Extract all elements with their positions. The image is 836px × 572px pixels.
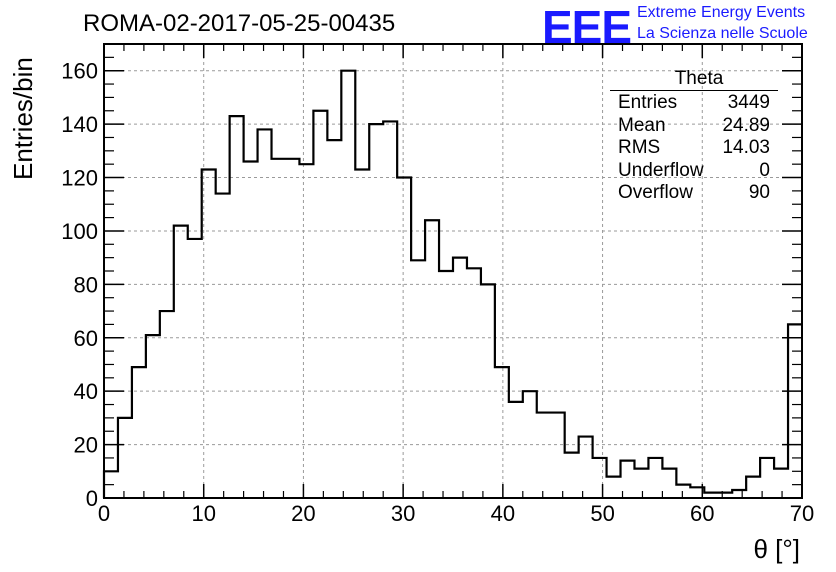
stats-label: Entries	[618, 92, 678, 113]
stats-value: 24.89	[722, 114, 770, 136]
y-tick-label: 100	[61, 219, 98, 244]
histogram-bin	[760, 458, 774, 498]
histogram-bin	[188, 239, 202, 498]
histogram-bin	[397, 178, 411, 498]
histogram-bin	[481, 284, 495, 498]
histogram-bin	[565, 453, 579, 498]
histogram-bin	[160, 311, 174, 498]
stats-label: RMS	[618, 137, 661, 158]
histogram-bin	[216, 194, 230, 498]
y-tick-label: 60	[74, 326, 98, 351]
histogram-bin	[648, 458, 662, 498]
histogram-bin	[285, 159, 299, 498]
stats-label: Underflow	[618, 159, 704, 181]
histogram-bin	[621, 461, 635, 498]
chart-title: ROMA-02-2017-05-25-00435	[83, 10, 396, 37]
y-tick-label: 0	[86, 486, 98, 511]
stats-box: Theta Entries 3449 Mean 24.89 RMS 14.03 …	[610, 68, 778, 205]
stats-value: 14.03	[722, 137, 770, 158]
histogram-bin	[146, 335, 160, 498]
histogram-bin	[523, 391, 537, 498]
histogram-bin	[690, 487, 704, 498]
histogram-bin	[355, 170, 369, 498]
histogram-bin	[202, 170, 216, 498]
y-axis-label: Entries/bin	[8, 57, 38, 180]
histogram-bin	[579, 437, 593, 498]
x-tick-label: 60	[690, 501, 714, 526]
histogram-outline	[102, 69, 802, 498]
grid-lines	[104, 44, 802, 498]
stats-row-underflow: Underflow 0	[610, 160, 778, 183]
histogram-bin	[676, 485, 690, 498]
histogram-bin	[341, 71, 355, 498]
histogram-bin	[607, 477, 621, 498]
histogram-series	[102, 69, 802, 498]
stats-value: 90	[748, 182, 770, 203]
stats-label: Mean	[618, 114, 666, 136]
histogram-bin	[411, 260, 425, 498]
stats-value: 3449	[727, 92, 770, 113]
x-tick-label: 0	[98, 501, 110, 526]
stats-row-mean: Mean 24.89	[610, 115, 778, 138]
histogram-bin	[299, 164, 313, 498]
histogram-bin	[272, 159, 286, 498]
stats-row-entries: Entries 3449	[610, 92, 778, 115]
x-tick-label: 30	[391, 501, 415, 526]
histogram-bin	[439, 271, 453, 498]
histogram-bin	[118, 418, 132, 498]
stats-label: Overflow	[618, 182, 693, 203]
histogram-bin	[537, 413, 551, 498]
histogram-bin	[383, 121, 397, 498]
histogram-bin	[244, 162, 258, 498]
histogram-bin	[313, 111, 327, 498]
stats-title: Theta	[610, 68, 778, 91]
stats-row-overflow: Overflow 90	[610, 182, 778, 205]
y-tick-label: 80	[74, 272, 98, 297]
logo-text-line1: Extreme Energy Events	[637, 4, 806, 21]
x-tick-label: 50	[590, 501, 614, 526]
y-tick-label: 40	[74, 379, 98, 404]
y-tick-label: 140	[61, 112, 98, 137]
histogram-bin	[732, 490, 746, 498]
histogram-bin	[593, 458, 607, 498]
x-tick-label: 10	[191, 501, 215, 526]
eee-logo: EEE	[542, 1, 632, 53]
histogram-bin	[788, 324, 802, 498]
histogram-bin	[258, 129, 272, 498]
histogram-bin	[551, 413, 565, 498]
x-tick-label: 20	[291, 501, 315, 526]
histogram-bin	[774, 469, 788, 498]
histogram-bin	[746, 477, 760, 498]
histogram-bin	[509, 402, 523, 498]
stats-value: 0	[759, 159, 770, 181]
histogram-bin	[230, 116, 244, 498]
plot-frame	[103, 43, 803, 499]
histogram-bin	[634, 469, 648, 498]
x-axis-label: θ [°]	[753, 534, 800, 564]
histogram-bin	[662, 469, 676, 498]
histogram-bin	[425, 220, 439, 498]
histogram-bin	[453, 258, 467, 498]
histogram-bin	[174, 226, 188, 498]
stats-row-rms: RMS 14.03	[610, 137, 778, 160]
histogram-bin	[132, 367, 146, 498]
x-tick-label: 40	[491, 501, 515, 526]
y-tick-label: 120	[61, 166, 98, 191]
histogram-bin	[369, 124, 383, 498]
y-tick-label: 20	[74, 433, 98, 458]
x-tick-label: 70	[790, 501, 814, 526]
tick-labels: 0 10 20 30 40 50 60 70 0 20 40 60 80 100 120 140 160	[61, 59, 814, 526]
histogram-bin	[467, 268, 481, 498]
logo-text-line2: La Scienza nelle Scuole	[637, 25, 808, 42]
y-tick-label: 160	[61, 59, 98, 84]
histogram-bin	[327, 140, 341, 498]
histogram-bin	[495, 367, 509, 498]
histogram-bin	[104, 471, 118, 498]
